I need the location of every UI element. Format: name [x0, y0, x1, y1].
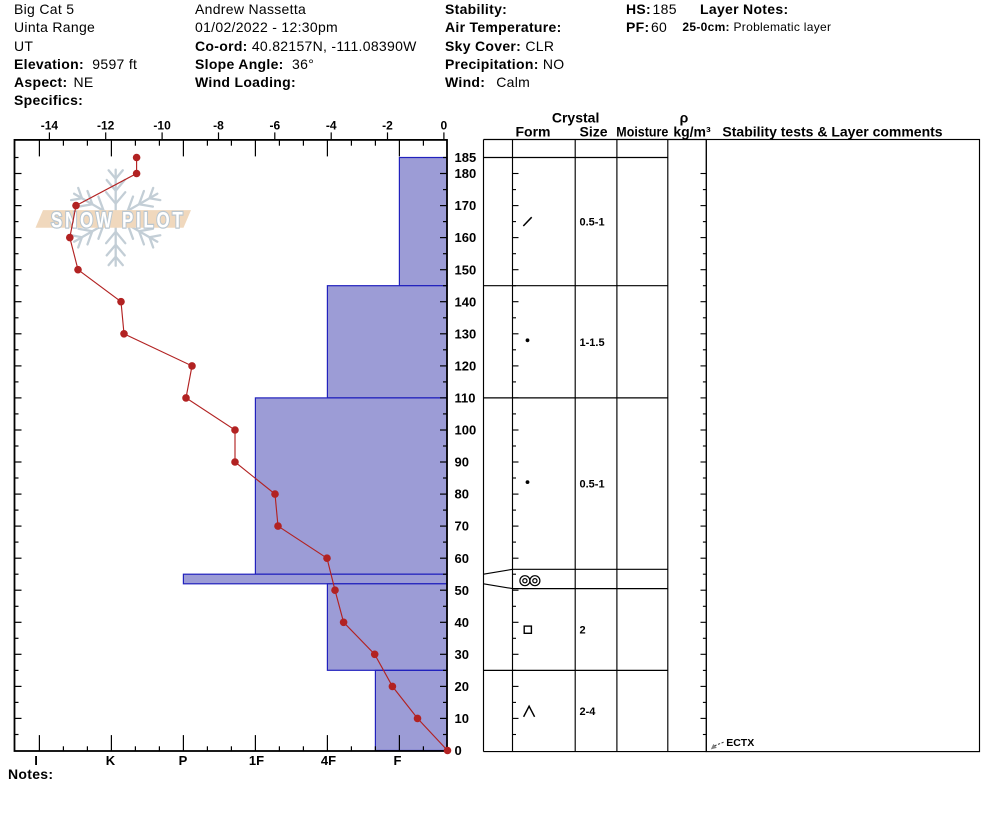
svg-text:Stability tests & Layer commen: Stability tests & Layer comments: [722, 123, 942, 139]
svg-text:-8: -8: [213, 119, 224, 133]
svg-text:50: 50: [455, 583, 469, 598]
svg-text:0.5-1: 0.5-1: [580, 479, 605, 491]
svg-text:130: 130: [455, 326, 477, 341]
svg-text:-12: -12: [97, 119, 115, 133]
svg-text:0: 0: [455, 743, 462, 758]
svg-text:170: 170: [455, 198, 477, 213]
svg-text:30: 30: [455, 647, 469, 662]
svg-text:160: 160: [455, 230, 477, 245]
svg-text:ρ: ρ: [680, 110, 689, 126]
svg-text:150: 150: [455, 262, 477, 277]
svg-text:P: P: [179, 753, 188, 768]
svg-text:185: 185: [455, 150, 477, 165]
svg-text:120: 120: [455, 359, 477, 374]
svg-text:140: 140: [455, 294, 477, 309]
svg-text:60: 60: [455, 551, 469, 566]
svg-text:180: 180: [455, 166, 477, 181]
svg-text:Moisture: Moisture: [616, 123, 668, 139]
svg-text:-6: -6: [269, 119, 280, 133]
svg-text:I: I: [34, 753, 38, 768]
svg-text:100: 100: [455, 423, 477, 438]
svg-text:110: 110: [455, 391, 476, 406]
svg-text:ECTX: ECTX: [726, 737, 754, 749]
svg-text:-4: -4: [326, 119, 337, 133]
svg-text:F: F: [394, 753, 402, 768]
svg-text:2: 2: [580, 625, 586, 637]
svg-text:K: K: [106, 753, 116, 768]
svg-text:kg/m³: kg/m³: [673, 123, 711, 139]
svg-text:80: 80: [455, 487, 469, 502]
svg-text:1F: 1F: [249, 753, 264, 768]
svg-text:0.5-1: 0.5-1: [580, 217, 605, 229]
svg-text:10: 10: [455, 711, 469, 726]
svg-text:Form: Form: [516, 123, 551, 139]
svg-text:20: 20: [455, 679, 469, 694]
svg-text:0: 0: [441, 119, 448, 133]
svg-text:40: 40: [455, 615, 469, 630]
svg-text:70: 70: [455, 519, 469, 534]
svg-text:-10: -10: [153, 119, 171, 133]
svg-text:-2: -2: [382, 119, 393, 133]
svg-text:-14: -14: [41, 119, 59, 133]
svg-text:90: 90: [455, 455, 469, 470]
svg-text:Size: Size: [579, 123, 607, 139]
svg-text:Crystal: Crystal: [552, 110, 599, 126]
svg-text:2-4: 2-4: [580, 706, 597, 718]
svg-text:4F: 4F: [321, 753, 336, 768]
svg-text:1-1.5: 1-1.5: [580, 337, 605, 349]
